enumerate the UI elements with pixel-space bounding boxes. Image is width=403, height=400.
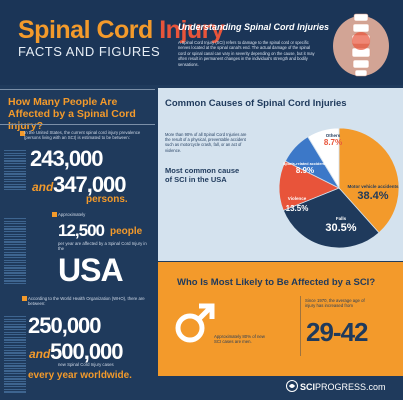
pie-slice-label: Others xyxy=(326,133,341,138)
worldwide-low: 250,000 xyxy=(28,313,102,338)
male-symbol-icon xyxy=(175,303,215,343)
pie-slice-value: 30.5% xyxy=(325,222,356,234)
male-percentage-text: Approximately 80% of new SCI cases are m… xyxy=(214,334,265,345)
pie-slice xyxy=(307,127,340,190)
approx-text: Approximately xyxy=(58,212,86,217)
page-title: Spinal Cord Injury xyxy=(18,16,225,44)
prevalence-low: 243,000 xyxy=(30,146,104,171)
divider xyxy=(300,296,301,356)
persons-label: persons. xyxy=(86,194,128,205)
per-year-text: per year are affected by a Spinal Cord I… xyxy=(58,241,147,252)
divider xyxy=(0,124,155,125)
pie-slice-label: Falls xyxy=(336,216,347,221)
usa-label: USA xyxy=(58,252,124,288)
pie-slice-value: 38.4% xyxy=(357,190,388,202)
pie-slice xyxy=(338,127,400,234)
new-cases-number: 12,500 xyxy=(58,221,105,240)
and-label: and xyxy=(32,180,54,194)
pie-slice-label: Motor vehicle accidents xyxy=(347,184,399,189)
decorative-stripes xyxy=(4,150,26,192)
most-common-label: Most common cause of SCI in the USA xyxy=(165,166,240,184)
divider xyxy=(0,89,155,90)
prevalence-high: 347,000 xyxy=(53,172,127,197)
bullet-marker xyxy=(52,212,57,217)
worldwide-high: 500,000 xyxy=(50,339,124,364)
understanding-title: Understanding Spinal Cord Injuries xyxy=(178,22,330,32)
since-text: Since 1970, the average age of injury ha… xyxy=(305,298,365,309)
causes-intro: More than 90% of all Spinal Cord Injurie… xyxy=(165,132,247,153)
decorative-stripes xyxy=(4,316,26,394)
understanding-body: A Spinal Cord Injury (SCI) refers to dam… xyxy=(178,40,315,67)
causes-title: Common Causes of Spinal Cord Injuries xyxy=(165,98,347,109)
people-label: people xyxy=(110,226,143,237)
sciprogress-logo[interactable]: SCIPROGRESS.com xyxy=(300,382,386,392)
pie-slice-value: 8.7% xyxy=(324,138,342,147)
prevalence-text: In the United States, the current spinal… xyxy=(24,130,141,141)
and-label: and xyxy=(29,347,51,361)
who-affected-title: Who Is Most Likely to Be Affected by a S… xyxy=(177,277,376,288)
pie-slice xyxy=(282,187,380,249)
every-year-label: every year worldwide. xyxy=(28,370,132,381)
affected-title: How Many People Are Affected by a Spinal… xyxy=(8,96,136,132)
who-text: According to the World Health Organizati… xyxy=(28,296,145,307)
spine-illustration-icon xyxy=(333,13,389,77)
bullet-marker xyxy=(20,131,25,136)
pie-slice-label: Violence xyxy=(288,196,307,201)
logo-mark-icon xyxy=(286,380,298,392)
page-subtitle: FACTS AND FIGURES xyxy=(18,44,161,59)
pie-slice-value: 13.5% xyxy=(286,204,309,213)
footer xyxy=(158,376,403,400)
new-cases-text: new Spinal Cord Injury cases xyxy=(58,362,114,367)
age-range: 29-42 xyxy=(306,317,368,347)
bullet-marker xyxy=(22,296,27,301)
decorative-stripes xyxy=(4,218,26,285)
pie-slice-value: 8.9% xyxy=(296,166,314,175)
pie-slice-label: Sports-related accidents xyxy=(283,162,327,166)
